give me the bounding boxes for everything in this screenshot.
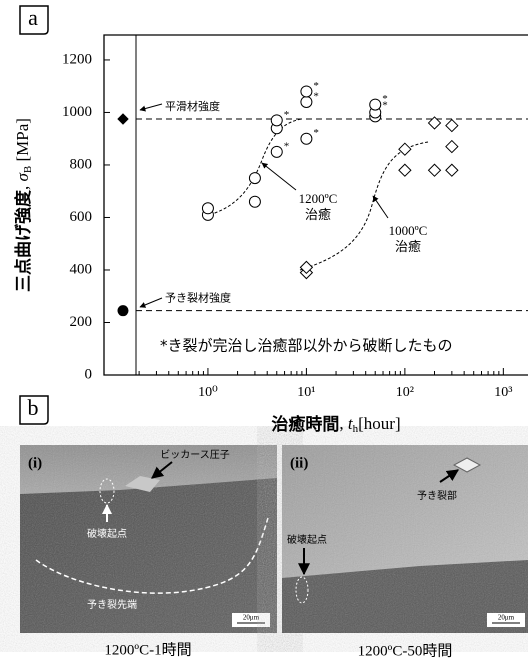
y-tick-label: 0 xyxy=(85,366,93,382)
point xyxy=(446,164,458,176)
image-label: (i) xyxy=(28,455,42,471)
x-tick-label: 10² xyxy=(396,385,414,400)
scale-label: 20μm xyxy=(498,614,515,622)
y-tick-label: 400 xyxy=(70,261,93,277)
series-label-line: 治癒 xyxy=(395,239,421,255)
annotation: 予き裂部 xyxy=(417,489,457,502)
asterisk: * xyxy=(313,90,319,102)
image-label: (ii) xyxy=(290,455,308,471)
x-axis-title-part: [hour] xyxy=(358,414,400,433)
point xyxy=(301,133,312,144)
annotation: ビッカース圧子 xyxy=(160,449,230,461)
reference-label: 予き裂材強度 xyxy=(165,291,231,305)
micrograph: (ii) 予き裂部 破壊起点 20μm xyxy=(282,445,528,633)
arrow xyxy=(140,298,162,307)
asterisk: * xyxy=(284,140,290,152)
point xyxy=(446,120,458,132)
x-axis-title-part: , xyxy=(339,414,348,433)
y-axis-title: 三点曲げ強度, σB [MPa] xyxy=(13,118,34,292)
asterisk: * xyxy=(313,127,319,139)
reference-label: 平滑材強度 xyxy=(165,99,220,113)
image-texture xyxy=(20,445,277,633)
point xyxy=(271,146,282,157)
point xyxy=(429,164,441,176)
x-tick-label: 10¹ xyxy=(297,385,315,400)
point xyxy=(202,203,213,214)
panel-label: a xyxy=(28,5,38,30)
series-label-line: 治癒 xyxy=(305,207,331,223)
x-tick-label: 10⁰ xyxy=(198,385,218,400)
note: *き裂が完治し治癒部以外から破断したもの xyxy=(160,337,453,355)
y-axis-title-part: B xyxy=(22,166,34,173)
series-label-line: 1000ºC xyxy=(389,223,428,238)
point xyxy=(370,99,381,110)
x-tick-label: 10³ xyxy=(494,385,512,400)
series-label-line: 1200ºC xyxy=(299,191,338,206)
caption: 1200ºC-50時間 xyxy=(358,642,453,659)
annotation: 破壊起点 xyxy=(287,533,327,546)
y-tick-label: 200 xyxy=(70,314,93,330)
reference-point xyxy=(118,114,128,124)
figure: a b (i) ビッカース圧子 破壊起点 予き裂先端 20μm 1200ºC-1… xyxy=(0,0,528,662)
asterisk: * xyxy=(382,100,388,112)
arrow xyxy=(262,163,296,190)
x-axis-title: 治癒時間, th[hour] xyxy=(271,414,400,435)
y-axis-title-part: [MPa] xyxy=(13,118,32,166)
point xyxy=(249,196,260,207)
y-axis-title-part: 三点曲げ強度 xyxy=(13,189,34,292)
y-tick-label: 600 xyxy=(70,209,93,225)
point xyxy=(399,164,411,176)
scale-label: 20μm xyxy=(243,614,260,622)
arrow xyxy=(373,196,388,218)
annotation: 予き裂先端 xyxy=(87,598,137,611)
point xyxy=(446,141,458,153)
micrograph: (i) ビッカース圧子 破壊起点 予き裂先端 20μm xyxy=(20,445,277,633)
caption: 1200ºC-1時間 xyxy=(104,641,191,658)
arrow xyxy=(140,104,162,110)
panel-label: b xyxy=(28,395,39,420)
y-tick-label: 800 xyxy=(70,156,93,172)
point xyxy=(301,96,312,107)
asterisk: * xyxy=(284,109,290,121)
annotation: 破壊起点 xyxy=(87,527,127,540)
point xyxy=(399,143,411,155)
y-tick-label: 1000 xyxy=(62,104,92,120)
point xyxy=(271,115,282,126)
point xyxy=(249,173,260,184)
point xyxy=(301,86,312,97)
y-axis-title-part: , xyxy=(13,181,32,190)
y-tick-label: 1200 xyxy=(62,51,92,67)
reference-point xyxy=(118,306,128,316)
x-axis-title-part: 治癒時間 xyxy=(271,414,339,435)
